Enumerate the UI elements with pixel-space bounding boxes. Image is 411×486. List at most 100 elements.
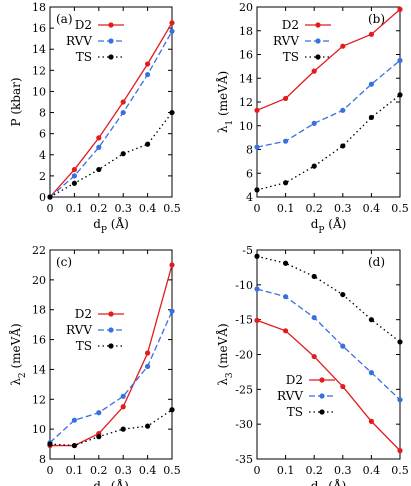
data-point-d2 — [311, 353, 317, 360]
data-point-ts — [96, 166, 102, 173]
x-tick-label: 0.1 — [66, 464, 84, 477]
y-tick-label: 20 — [32, 274, 46, 287]
data-point-rvv — [71, 173, 77, 179]
data-point-ts — [397, 339, 403, 345]
y-axis-label: λ1 (meVÅ) — [215, 71, 235, 133]
series-line-ts — [256, 94, 401, 191]
y-tick-label: 12 — [32, 393, 46, 406]
y-tick-label: 16 — [32, 334, 46, 347]
series-line-d2 — [50, 264, 173, 447]
data-point-rvv — [145, 71, 151, 78]
legend-label-d2: D2 — [282, 18, 299, 32]
x-tick-label: 0.5 — [391, 202, 409, 215]
data-point-d2 — [311, 68, 317, 74]
y-tick-label: -5 — [242, 244, 253, 257]
y-tick-label: 14 — [239, 72, 253, 85]
x-tick-label: 0 — [254, 464, 261, 477]
legend-label-d2: D2 — [75, 18, 92, 32]
series-line-rvv — [49, 310, 173, 444]
y-tick-label: 8 — [246, 144, 253, 157]
x-tick-label: 0.4 — [139, 464, 157, 477]
data-point-rvv — [368, 370, 374, 376]
y-axis-label: λ3 (meVÅ) — [215, 323, 235, 385]
data-point-d2 — [254, 317, 260, 323]
y-tick-label: -15 — [235, 314, 253, 327]
data-point-d2 — [340, 43, 346, 49]
legend-label-ts: TS — [283, 50, 299, 64]
data-point-rvv — [397, 397, 403, 403]
series-line-rvv — [49, 30, 173, 198]
legend-label-rvv: RVV — [66, 323, 92, 337]
x-axis-label: dP (Å) — [311, 216, 347, 236]
x-tick-label: 0.2 — [305, 202, 323, 215]
data-point-rvv — [120, 393, 126, 399]
x-axis-label: dP (Å) — [311, 478, 347, 486]
chart-panel-4: 0 0.1 0.2 0.3 0.4 0.5 -35 -30 -25 -20 -15 -10 -5 dP (… — [215, 244, 409, 486]
y-tick-label: 16 — [239, 49, 253, 62]
x-axis-label: dP (Å) — [93, 216, 129, 236]
y-tick-label: 4 — [39, 149, 46, 162]
data-point-ts — [340, 143, 346, 149]
data-point-ts — [145, 141, 151, 147]
x-tick-label: 0.4 — [363, 464, 381, 477]
legend-marker-ts — [108, 54, 114, 60]
data-point-rvv — [397, 57, 403, 64]
data-point-rvv — [169, 308, 175, 314]
x-tick-label: 0 — [47, 202, 54, 215]
x-tick-label: 0 — [47, 464, 54, 477]
data-point-ts — [368, 114, 374, 121]
legend-label-rvv: RVV — [273, 34, 299, 48]
data-point-rvv — [96, 410, 102, 416]
y-tick-label: 10 — [239, 120, 253, 133]
series-line-rvv — [256, 288, 401, 401]
plot-frame — [256, 249, 401, 460]
data-point-ts — [47, 441, 53, 447]
plot-frame — [49, 6, 173, 198]
data-point-d2 — [254, 107, 260, 113]
data-point-d2 — [145, 350, 151, 356]
x-tick-label: 0.1 — [277, 464, 295, 477]
chart-panel-2: 0 0.1 0.2 0.3 0.4 0.5 4 6 8 10 12 14 16 18 20 dP (Å) λ1 … — [215, 1, 409, 236]
x-tick-label: 0.2 — [90, 464, 108, 477]
y-tick-label: 16 — [32, 22, 46, 35]
data-point-rvv — [283, 138, 289, 144]
y-tick-label: 12 — [32, 64, 46, 77]
data-point-rvv — [145, 363, 151, 370]
y-tick-label: 2 — [39, 170, 46, 183]
data-point-ts — [254, 253, 260, 259]
series-line-d2 — [256, 319, 401, 452]
data-point-rvv — [368, 81, 374, 87]
data-point-d2 — [169, 262, 175, 268]
series-line-rvv — [256, 59, 401, 148]
data-point-ts — [283, 260, 289, 266]
data-point-d2 — [120, 99, 126, 105]
y-tick-label: 12 — [239, 96, 253, 109]
data-point-rvv — [283, 294, 289, 300]
y-tick-label: -25 — [235, 383, 253, 396]
y-tick-label: -30 — [235, 418, 253, 431]
legend-marker-rvv — [319, 393, 325, 399]
y-tick-label: 10 — [32, 423, 46, 436]
data-point-rvv — [340, 343, 346, 349]
data-point-d2 — [71, 166, 77, 173]
data-point-ts — [340, 291, 346, 298]
legend-marker-d2 — [315, 22, 321, 28]
panel-label: (b) — [368, 12, 385, 26]
data-point-ts — [120, 426, 126, 432]
data-point-d2 — [397, 6, 403, 12]
data-point-ts — [254, 187, 260, 193]
x-tick-label: 0 — [254, 202, 261, 215]
y-tick-label: 8 — [39, 107, 46, 120]
data-point-d2 — [283, 95, 289, 102]
x-tick-label: 0.3 — [114, 464, 132, 477]
y-tick-label: 18 — [239, 25, 253, 38]
x-tick-label: 0.3 — [334, 202, 352, 215]
data-point-ts — [47, 194, 53, 200]
legend-marker-ts — [315, 54, 321, 60]
series-line-ts — [49, 409, 173, 447]
x-tick-label: 0.4 — [363, 202, 381, 215]
data-point-ts — [311, 163, 317, 169]
data-point-ts — [311, 273, 317, 280]
y-axis-label: λ2 (meVÅ) — [8, 323, 28, 385]
